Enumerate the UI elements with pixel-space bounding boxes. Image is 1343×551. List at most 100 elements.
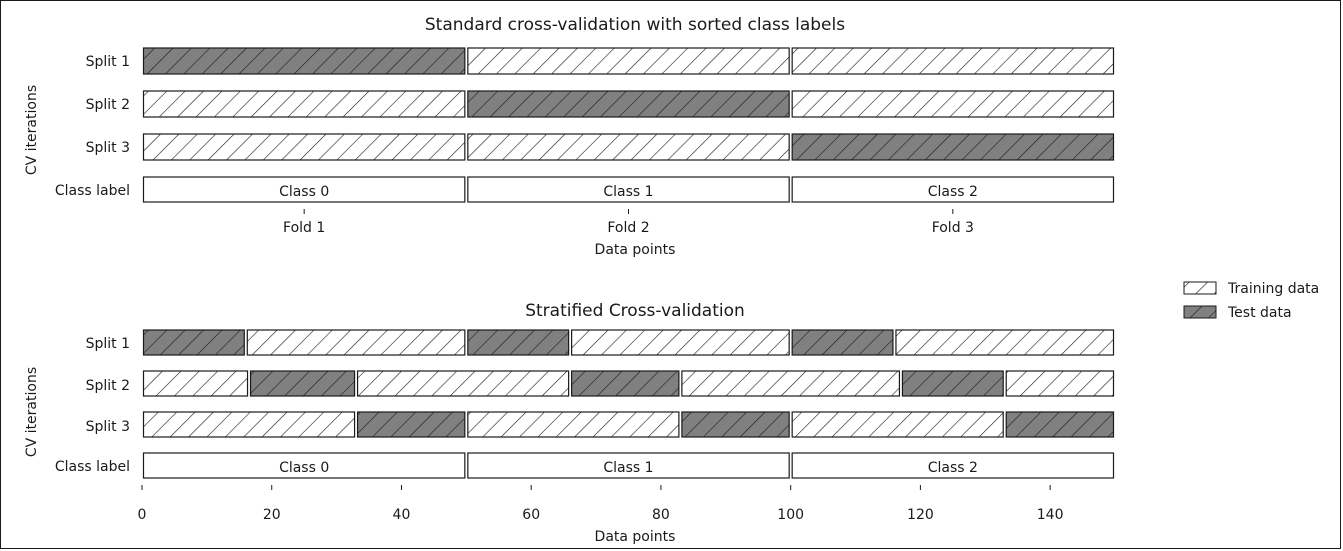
y-tick-label: Split 2 xyxy=(86,378,130,394)
split-segment xyxy=(791,133,1115,161)
split-segment xyxy=(356,370,570,397)
x-tick-label: 120 xyxy=(907,507,934,523)
x-tick-label: Fold 2 xyxy=(607,220,649,236)
y-axis-label: CV iterations xyxy=(24,85,40,175)
split-segment xyxy=(467,47,790,75)
split-segment-hatch xyxy=(142,47,466,75)
split-segment xyxy=(681,370,901,397)
x-tick-label: Fold 1 xyxy=(283,220,325,236)
split-segment xyxy=(571,370,680,397)
split-segment xyxy=(142,47,466,75)
split-segment xyxy=(249,370,356,397)
chart-title: Stratified Cross-validation xyxy=(525,301,745,321)
split-segment-hatch xyxy=(571,370,680,397)
split-segment xyxy=(467,411,680,438)
class-label-box xyxy=(467,452,790,479)
y-tick-labels: Split 1 Split 2 Split 3 Class label xyxy=(55,336,130,475)
split-segment-hatch xyxy=(791,329,894,356)
split-segment-hatch xyxy=(791,411,1004,438)
split-segment-hatch xyxy=(142,329,245,356)
split-segment-hatch xyxy=(1005,370,1115,397)
legend-swatch-test xyxy=(1183,305,1217,319)
class-label-box xyxy=(142,452,466,479)
y-tick-label: Split 1 xyxy=(86,336,130,352)
split-segment xyxy=(467,133,790,161)
legend-swatch-training xyxy=(1183,281,1217,295)
split-segment xyxy=(791,411,1004,438)
split-segment-hatch xyxy=(467,90,790,118)
class-label-box xyxy=(791,176,1115,203)
split-segment xyxy=(142,370,249,397)
split-segment xyxy=(681,411,790,438)
split-segment xyxy=(467,90,790,118)
x-ticks: Fold 1 Fold 2 Fold 3 xyxy=(283,209,974,236)
x-tick-label: Fold 3 xyxy=(932,220,974,236)
split-segment-hatch xyxy=(467,133,790,161)
chart-stratified-cv: Stratified Cross-validation CV iteration… xyxy=(24,301,1115,545)
split-segment-hatch xyxy=(901,370,1004,397)
split-segment-hatch xyxy=(571,329,790,356)
split-segment xyxy=(791,329,894,356)
split-segment xyxy=(791,90,1115,118)
class-label-box xyxy=(142,176,466,203)
bar-segments: Class 0 Class 1 Class 2 xyxy=(142,47,1115,203)
split-segment-hatch xyxy=(467,329,570,356)
split-segment-hatch xyxy=(791,133,1115,161)
split-segment xyxy=(467,329,570,356)
x-axis-label: Data points xyxy=(595,242,676,258)
y-tick-label: Split 2 xyxy=(86,97,130,113)
legend-label-test: Test data xyxy=(1227,305,1292,321)
class-label-text: Class 2 xyxy=(928,460,978,476)
class-label-text: Class 1 xyxy=(603,184,653,200)
split-segment-hatch xyxy=(142,411,356,438)
x-tick-label: 40 xyxy=(393,507,411,523)
y-tick-label: Split 3 xyxy=(86,140,130,156)
split-segment xyxy=(142,90,466,118)
split-segment xyxy=(901,370,1004,397)
legend-label-training: Training data xyxy=(1227,281,1319,297)
x-tick-label: 80 xyxy=(652,507,670,523)
split-segment-hatch xyxy=(895,329,1115,356)
x-tick-label: 60 xyxy=(522,507,540,523)
bar-segments: Class 0 Class 1 Class 2 xyxy=(142,329,1115,479)
split-segment-hatch xyxy=(681,411,790,438)
split-segment-hatch xyxy=(1005,411,1115,438)
split-segment-hatch xyxy=(142,133,466,161)
split-segment xyxy=(895,329,1115,356)
x-tick-label: 20 xyxy=(263,507,281,523)
class-label-box xyxy=(467,176,790,203)
split-segment xyxy=(1005,370,1115,397)
chart-standard-cv: Standard cross-validation with sorted cl… xyxy=(24,15,1115,258)
y-tick-label: Split 3 xyxy=(86,419,130,435)
y-axis-label: CV iterations xyxy=(24,367,40,457)
class-label-text: Class 0 xyxy=(279,460,329,476)
split-segment xyxy=(142,329,245,356)
class-label-text: Class 0 xyxy=(279,184,329,200)
x-ticks: 0 20 40 60 80 100 120 140 xyxy=(138,485,1064,523)
split-segment-hatch xyxy=(249,370,356,397)
split-segment-hatch xyxy=(356,370,570,397)
y-tick-label: Split 1 xyxy=(86,54,130,70)
split-segment xyxy=(571,329,790,356)
x-tick-label: 140 xyxy=(1037,507,1064,523)
y-tick-label: Class label xyxy=(55,459,130,475)
split-segment-hatch xyxy=(142,90,466,118)
class-label-text: Class 1 xyxy=(603,460,653,476)
x-tick-label: 100 xyxy=(777,507,804,523)
split-segment-hatch xyxy=(356,411,466,438)
split-segment xyxy=(142,411,356,438)
y-tick-labels: Split 1 Split 2 Split 3 Class label xyxy=(55,54,130,199)
split-segment-hatch xyxy=(246,329,466,356)
split-segment-hatch xyxy=(467,411,680,438)
split-segment xyxy=(1005,411,1115,438)
split-segment-hatch xyxy=(681,370,901,397)
class-label-text: Class 2 xyxy=(928,184,978,200)
split-segment xyxy=(246,329,466,356)
split-segment-hatch xyxy=(467,47,790,75)
split-segment-hatch xyxy=(142,370,249,397)
class-label-box xyxy=(791,452,1115,479)
x-tick-label: 0 xyxy=(138,507,147,523)
chart-title: Standard cross-validation with sorted cl… xyxy=(425,15,845,35)
split-segment xyxy=(142,133,466,161)
